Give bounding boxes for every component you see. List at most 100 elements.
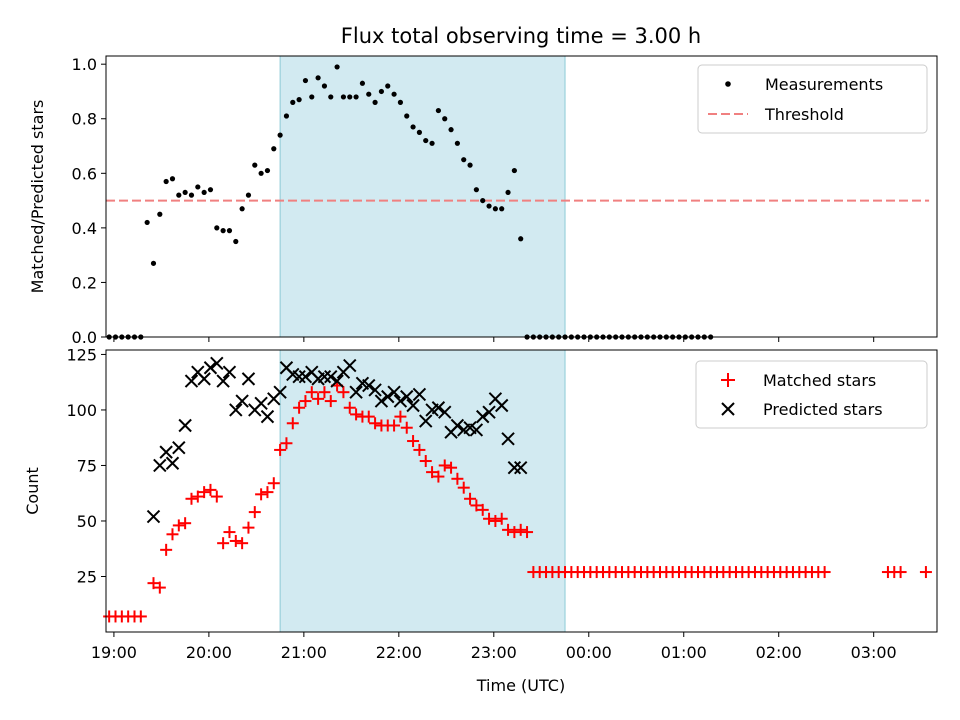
predicted-star-point xyxy=(482,405,496,419)
predicted-star-point xyxy=(368,383,382,397)
predicted-star-point xyxy=(153,458,167,473)
measurement-point xyxy=(410,124,416,130)
legend-matched-label: Matched stars xyxy=(763,371,876,390)
measurement-point xyxy=(442,116,448,122)
matched-star-point xyxy=(312,392,325,405)
matched-star-point xyxy=(426,466,439,479)
top-y-tick-label-2: 0.4 xyxy=(72,219,97,238)
matched-stars-points xyxy=(103,379,932,623)
measurement-point xyxy=(359,80,366,86)
predicted-star-point xyxy=(431,401,446,415)
top-y-ticks: 0.0 0.2 0.4 0.6 0.8 1.0 xyxy=(72,55,106,347)
predicted-stars-points xyxy=(146,356,528,524)
matched-star-point xyxy=(818,566,831,579)
matched-star-point xyxy=(445,461,458,474)
measurement-point xyxy=(226,228,233,234)
predicted-star-point xyxy=(507,460,522,475)
predicted-star-point xyxy=(241,372,256,386)
matched-star-point xyxy=(217,537,230,550)
measurement-point xyxy=(347,94,353,100)
predicted-star-point xyxy=(317,369,332,384)
matched-star-point xyxy=(255,488,268,501)
legend-measurements-label: Measurements xyxy=(765,75,883,94)
predicted-star-point xyxy=(495,398,509,413)
matched-star-point xyxy=(198,486,211,499)
matched-star-point xyxy=(236,537,249,550)
measurement-point xyxy=(404,113,410,119)
matched-star-point xyxy=(400,421,413,434)
matched-star-point xyxy=(514,523,527,536)
bottom-y-tick-label-1: 50 xyxy=(77,512,97,531)
top-y-tick-label-5: 1.0 xyxy=(72,55,97,74)
measurement-point xyxy=(492,206,498,212)
measurement-point xyxy=(258,170,264,176)
predicted-star-point xyxy=(362,378,376,393)
matched-star-point xyxy=(160,543,173,556)
bottom-y-tick-label-3: 100 xyxy=(66,401,97,420)
measurement-point xyxy=(353,94,359,100)
matched-star-point xyxy=(242,521,255,534)
legend-predicted-label: Predicted stars xyxy=(763,400,883,419)
bottom-y-tick-label-0: 25 xyxy=(77,567,97,586)
measurement-point xyxy=(264,167,271,174)
measurement-point xyxy=(283,113,290,119)
measurement-point xyxy=(195,184,201,190)
matched-star-point xyxy=(464,492,477,505)
top-y-tick-label-1: 0.2 xyxy=(72,273,97,292)
predicted-star-point xyxy=(229,403,243,417)
measurement-point xyxy=(473,187,479,193)
matched-star-point xyxy=(210,490,223,503)
bottom-x-tick-label-6: 01:00 xyxy=(661,643,707,662)
matched-star-point xyxy=(394,410,407,423)
predicted-star-point xyxy=(222,365,237,379)
measurement-point xyxy=(416,129,423,135)
matched-star-point xyxy=(229,534,242,547)
measurement-point xyxy=(176,192,182,198)
predicted-star-point xyxy=(343,358,357,373)
matched-star-point xyxy=(286,417,299,430)
matched-star-point xyxy=(502,523,515,536)
measurement-points xyxy=(106,64,714,340)
measurement-point xyxy=(385,83,391,89)
bottom-legend: Matched stars Predicted stars xyxy=(695,360,928,429)
measurement-point xyxy=(461,157,467,163)
top-legend-box xyxy=(697,64,928,134)
bottom-x-tick-label-4: 23:00 xyxy=(471,643,517,662)
measurement-point xyxy=(429,140,435,146)
bottom-x-tick-label-8: 03:00 xyxy=(851,643,897,662)
predicted-star-point xyxy=(146,509,161,524)
bottom-y-ticks: 25 50 75 100 125 xyxy=(66,345,106,586)
measurement-point xyxy=(480,197,486,204)
predicted-star-point xyxy=(501,432,515,446)
measurement-point xyxy=(454,140,460,146)
measurement-point xyxy=(499,206,505,212)
predicted-star-point xyxy=(197,372,211,386)
predicted-star-point xyxy=(387,385,401,399)
bottom-x-tick-label-2: 21:00 xyxy=(281,643,327,662)
predicted-star-point xyxy=(216,374,230,388)
measurement-point xyxy=(315,75,321,81)
measurement-point xyxy=(340,94,347,100)
matched-star-point xyxy=(299,395,312,408)
matched-star-point xyxy=(191,490,204,503)
predicted-star-point xyxy=(159,445,173,459)
predicted-star-point xyxy=(178,418,192,433)
predicted-star-point xyxy=(412,387,427,402)
matched-star-point xyxy=(438,459,451,472)
bottom-y-axis-label: Count xyxy=(23,467,42,515)
top-observing-window xyxy=(279,55,566,338)
predicted-star-point xyxy=(210,356,224,371)
matched-star-point xyxy=(476,503,489,516)
top-frame xyxy=(105,55,938,338)
matched-star-point xyxy=(419,455,432,468)
measurement-point xyxy=(435,107,441,114)
measurement-point xyxy=(233,238,239,245)
measurement-point xyxy=(486,203,492,209)
matched-star-point xyxy=(343,401,356,414)
predicted-star-point xyxy=(406,398,420,413)
top-panel: 0.0 0.2 0.4 0.6 0.8 1.0 Matched/Predicted sta… xyxy=(28,55,938,347)
matched-star-point xyxy=(470,499,483,512)
predicted-star-point xyxy=(203,361,218,375)
matched-star-point xyxy=(318,386,331,399)
bottom-y-tick-label-4: 125 xyxy=(66,345,97,364)
